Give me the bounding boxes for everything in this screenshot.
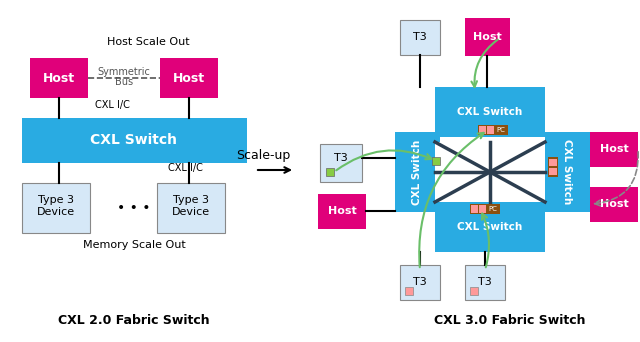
Text: PC: PC [488,206,497,212]
FancyBboxPatch shape [479,205,486,213]
FancyBboxPatch shape [548,157,558,177]
FancyBboxPatch shape [432,157,440,165]
FancyBboxPatch shape [435,87,545,137]
FancyBboxPatch shape [405,287,413,295]
Text: CXL 2.0 Fabric Switch: CXL 2.0 Fabric Switch [58,314,210,327]
Text: Device: Device [37,207,75,217]
FancyBboxPatch shape [545,132,590,212]
FancyBboxPatch shape [395,132,440,212]
Text: Bus: Bus [115,77,133,87]
FancyBboxPatch shape [470,287,478,295]
Text: PC: PC [497,127,506,133]
Text: CXL Switch: CXL Switch [90,133,177,147]
FancyBboxPatch shape [22,118,247,163]
FancyBboxPatch shape [435,202,545,252]
FancyBboxPatch shape [590,132,638,167]
FancyBboxPatch shape [465,265,505,300]
FancyBboxPatch shape [318,194,366,229]
Text: CXL Switch: CXL Switch [458,222,523,232]
FancyBboxPatch shape [465,18,510,56]
Bar [435,142,545,202]
Text: Device: Device [172,207,210,217]
FancyBboxPatch shape [157,183,225,233]
FancyBboxPatch shape [470,204,500,214]
FancyBboxPatch shape [478,125,508,135]
FancyBboxPatch shape [320,144,362,182]
Text: Type 3: Type 3 [173,195,209,205]
Text: Host: Host [43,71,75,84]
Text: Host: Host [328,206,356,216]
Text: Host: Host [600,199,628,209]
FancyBboxPatch shape [590,187,638,222]
Text: Host: Host [600,144,628,154]
Text: Host: Host [173,71,205,84]
Text: Host: Host [472,32,501,42]
Text: CXL Switch: CXL Switch [458,107,523,117]
FancyBboxPatch shape [487,126,494,134]
Text: • • •: • • • [117,201,151,215]
FancyBboxPatch shape [549,168,557,175]
FancyBboxPatch shape [30,58,88,98]
Text: CXL Switch: CXL Switch [562,140,572,205]
Text: T3: T3 [413,277,427,287]
Text: Type 3: Type 3 [38,195,74,205]
Text: CXL I/C: CXL I/C [168,163,203,173]
Text: T3: T3 [413,32,427,42]
Text: Symmetric: Symmetric [97,67,150,77]
FancyBboxPatch shape [400,265,440,300]
Text: T3: T3 [334,153,348,163]
FancyBboxPatch shape [326,168,334,176]
FancyBboxPatch shape [22,183,90,233]
Text: CXL 3.0 Fabric Switch: CXL 3.0 Fabric Switch [435,314,586,327]
FancyBboxPatch shape [471,205,478,213]
FancyBboxPatch shape [479,126,486,134]
Text: Host Scale Out: Host Scale Out [107,37,189,47]
FancyBboxPatch shape [549,159,557,166]
Text: T3: T3 [478,277,492,287]
FancyBboxPatch shape [400,20,440,55]
Text: Memory Scale Out: Memory Scale Out [83,240,186,250]
Text: Scale-up: Scale-up [236,148,290,161]
Text: CXL I/C: CXL I/C [95,100,130,110]
FancyBboxPatch shape [160,58,218,98]
Text: CXL Switch: CXL Switch [412,140,422,205]
